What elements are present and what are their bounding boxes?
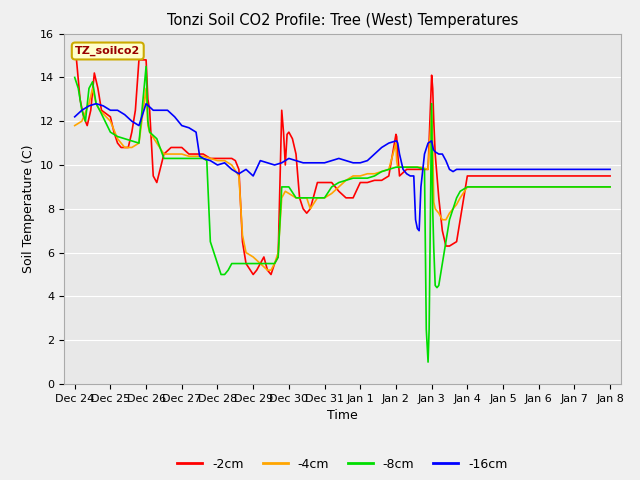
-4cm: [264, 267, 271, 273]
-4cm: [89, 85, 97, 91]
-8cm: [426, 326, 433, 332]
-2cm: [250, 272, 257, 277]
-4cm: [106, 119, 114, 124]
-2cm: [392, 132, 400, 137]
-16cm: [92, 101, 100, 107]
Line: -4cm: -4cm: [75, 88, 610, 270]
Line: -2cm: -2cm: [75, 56, 610, 275]
-8cm: [424, 359, 432, 365]
-4cm: [235, 173, 243, 179]
Line: -8cm: -8cm: [75, 66, 610, 362]
-8cm: [74, 85, 82, 91]
-16cm: [250, 173, 257, 179]
-2cm: [71, 53, 79, 59]
-2cm: [429, 85, 436, 91]
-4cm: [278, 195, 285, 201]
-16cm: [257, 158, 264, 164]
-2cm: [417, 167, 425, 172]
Title: Tonzi Soil CO2 Profile: Tree (West) Temperatures: Tonzi Soil CO2 Profile: Tree (West) Temp…: [166, 13, 518, 28]
Text: TZ_soilco2: TZ_soilco2: [75, 46, 140, 56]
-2cm: [403, 167, 410, 172]
-8cm: [431, 283, 439, 288]
-16cm: [292, 158, 300, 164]
-4cm: [307, 206, 314, 212]
-16cm: [71, 114, 79, 120]
-8cm: [606, 184, 614, 190]
Y-axis label: Soil Temperature (C): Soil Temperature (C): [22, 144, 35, 273]
-4cm: [153, 140, 161, 146]
X-axis label: Time: Time: [327, 409, 358, 422]
-8cm: [271, 261, 278, 266]
-2cm: [606, 173, 614, 179]
-8cm: [285, 184, 292, 190]
-4cm: [403, 164, 410, 170]
-8cm: [71, 74, 79, 80]
-2cm: [303, 210, 310, 216]
-8cm: [142, 63, 150, 69]
-4cm: [71, 123, 79, 129]
Legend: -2cm, -4cm, -8cm, -16cm: -2cm, -4cm, -8cm, -16cm: [172, 453, 513, 476]
-8cm: [89, 79, 97, 84]
-16cm: [371, 151, 378, 157]
-4cm: [606, 184, 614, 190]
-16cm: [415, 228, 423, 234]
Line: -16cm: -16cm: [75, 104, 610, 231]
-16cm: [606, 167, 614, 172]
-2cm: [410, 167, 418, 172]
-16cm: [185, 125, 193, 131]
-16cm: [307, 160, 314, 166]
